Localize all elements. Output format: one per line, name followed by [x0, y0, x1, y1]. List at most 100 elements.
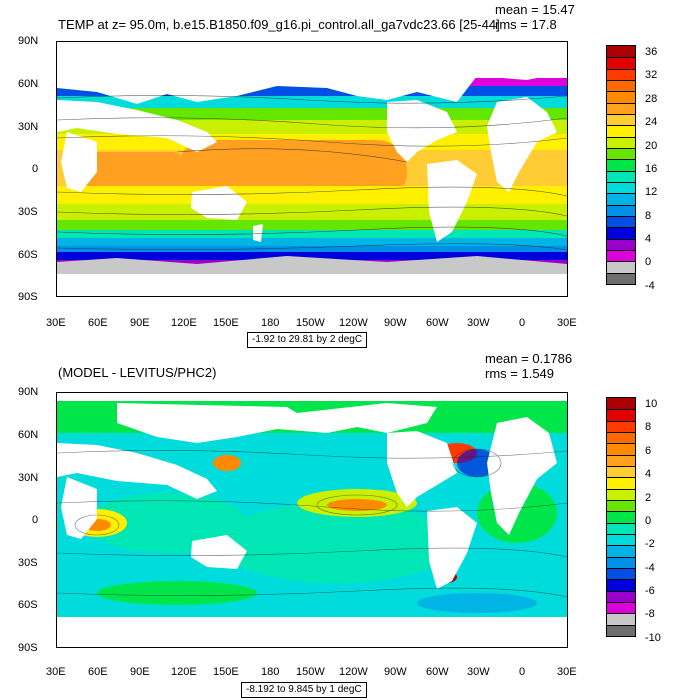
bottom-lat-label: 90N — [18, 386, 39, 398]
colorbar-box — [607, 159, 635, 171]
lon-label: 150W — [296, 666, 325, 678]
bottom-lat-label: 60N — [18, 429, 39, 441]
lon-label: 0 — [519, 317, 526, 329]
bottom-colorbar-labels: 10 8 6 4 2 0 -2 -4 -6 -8 -10 — [645, 397, 685, 644]
colorbar-label: 4 — [645, 233, 652, 245]
top-lon-axis: 30E 60E 90E 120E 150E 180 150W 120W 90W … — [0, 318, 700, 332]
colorbar-box — [607, 398, 635, 410]
lon-label: 60E — [88, 666, 108, 678]
colorbar-box — [607, 250, 635, 262]
colorbar-box — [607, 102, 635, 114]
colorbar-box — [607, 148, 635, 160]
colorbar-label: 8 — [645, 210, 652, 222]
colorbar-label: 24 — [645, 116, 658, 128]
colorbar-box — [607, 477, 635, 489]
colorbar-box — [607, 590, 635, 602]
lon-label: 90W — [384, 666, 407, 678]
colorbar-box — [607, 272, 635, 284]
top-range-box: -1.92 to 29.81 by 2 degC — [247, 332, 368, 348]
colorbar-label: -10 — [645, 632, 661, 644]
colorbar-label: 12 — [645, 186, 658, 198]
top-lat-label: 90S — [18, 291, 38, 303]
lon-label: 30W — [467, 317, 490, 329]
top-lat-label: 30N — [18, 121, 39, 133]
colorbar-box — [607, 511, 635, 523]
colorbar-box — [607, 534, 635, 546]
colorbar-box — [607, 568, 635, 580]
bottom-lat-label: 0 — [32, 514, 39, 526]
colorbar-box — [607, 216, 635, 228]
colorbar-label: 10 — [645, 398, 658, 410]
colorbar-label: -4 — [645, 562, 655, 574]
lon-label: 120E — [171, 666, 197, 678]
colorbar-box — [607, 488, 635, 500]
colorbar-label: 6 — [645, 445, 652, 457]
colorbar-box — [607, 556, 635, 568]
lon-label: 150E — [213, 666, 239, 678]
colorbar-label: 4 — [645, 468, 652, 480]
lon-label: 30E — [557, 666, 577, 678]
lon-label: 180 — [261, 666, 280, 678]
bottom-lon-axis: 30E 60E 90E 120E 150E 180 150W 120W 90W … — [0, 667, 700, 681]
colorbar-label: -2 — [645, 538, 655, 550]
colorbar-box — [607, 80, 635, 92]
bottom-mean: mean = 0.1786 — [485, 351, 573, 366]
lon-label: 120W — [339, 317, 368, 329]
lon-label: 90E — [130, 666, 150, 678]
colorbar-box — [607, 57, 635, 69]
bottom-colorbar — [606, 397, 636, 637]
bottom-lat-label: 30N — [18, 472, 39, 484]
top-lat-label: 90N — [18, 35, 39, 47]
lon-label: 60W — [426, 317, 449, 329]
colorbar-box — [607, 170, 635, 182]
colorbar-label: -6 — [645, 585, 655, 597]
bottom-range-box: -8.192 to 9.845 by 1 degC — [241, 682, 367, 698]
colorbar-label: -4 — [645, 280, 655, 292]
bottom-lat-label: 60S — [18, 599, 38, 611]
colorbar-box — [607, 443, 635, 455]
colorbar-label: 0 — [645, 515, 652, 527]
colorbar-box — [607, 545, 635, 557]
colorbar-box — [607, 68, 635, 80]
top-map — [56, 41, 568, 297]
bottom-colorbar-boxes — [607, 398, 635, 636]
colorbar-box — [607, 193, 635, 205]
colorbar-label: 28 — [645, 93, 658, 105]
colorbar-box — [607, 579, 635, 591]
top-title: TEMP at z= 95.0m, b.e15.B1850.f09_g16.pi… — [58, 17, 500, 32]
lon-label: 120E — [171, 317, 197, 329]
colorbar-label: 16 — [645, 163, 658, 175]
lon-label: 90E — [130, 317, 150, 329]
bottom-lat-label: 30S — [18, 557, 38, 569]
colorbar-label: 20 — [645, 140, 658, 152]
lon-label: 30E — [46, 666, 66, 678]
colorbar-box — [607, 46, 635, 58]
top-colorbar — [606, 45, 636, 285]
bottom-map — [56, 392, 568, 648]
colorbar-box — [607, 125, 635, 137]
colorbar-label: -8 — [645, 608, 655, 620]
top-colorbar-boxes — [607, 46, 635, 284]
lon-label: 30E — [557, 317, 577, 329]
colorbar-box — [607, 602, 635, 614]
colorbar-box — [607, 182, 635, 194]
colorbar-box — [607, 522, 635, 534]
colorbar-box — [607, 432, 635, 444]
colorbar-box — [607, 91, 635, 103]
colorbar-box — [607, 500, 635, 512]
bottom-title: (MODEL - LEVITUS/PHC2) — [58, 365, 217, 380]
bottom-lat-label: 90S — [18, 642, 38, 654]
lon-label: 180 — [261, 317, 280, 329]
colorbar-label: 36 — [645, 46, 658, 58]
top-colorbar-labels: 36 32 28 24 20 16 12 8 4 0 -4 — [645, 45, 685, 292]
top-mean: mean = 15.47 — [495, 2, 575, 17]
top-map-field — [57, 42, 567, 296]
lon-label: 150W — [296, 317, 325, 329]
colorbar-box — [607, 613, 635, 625]
colorbar-label: 0 — [645, 256, 652, 268]
colorbar-label: 32 — [645, 69, 658, 81]
top-lat-label: 0 — [32, 163, 39, 175]
colorbar-box — [607, 238, 635, 250]
top-lat-label: 30S — [18, 206, 38, 218]
colorbar-box — [607, 466, 635, 478]
